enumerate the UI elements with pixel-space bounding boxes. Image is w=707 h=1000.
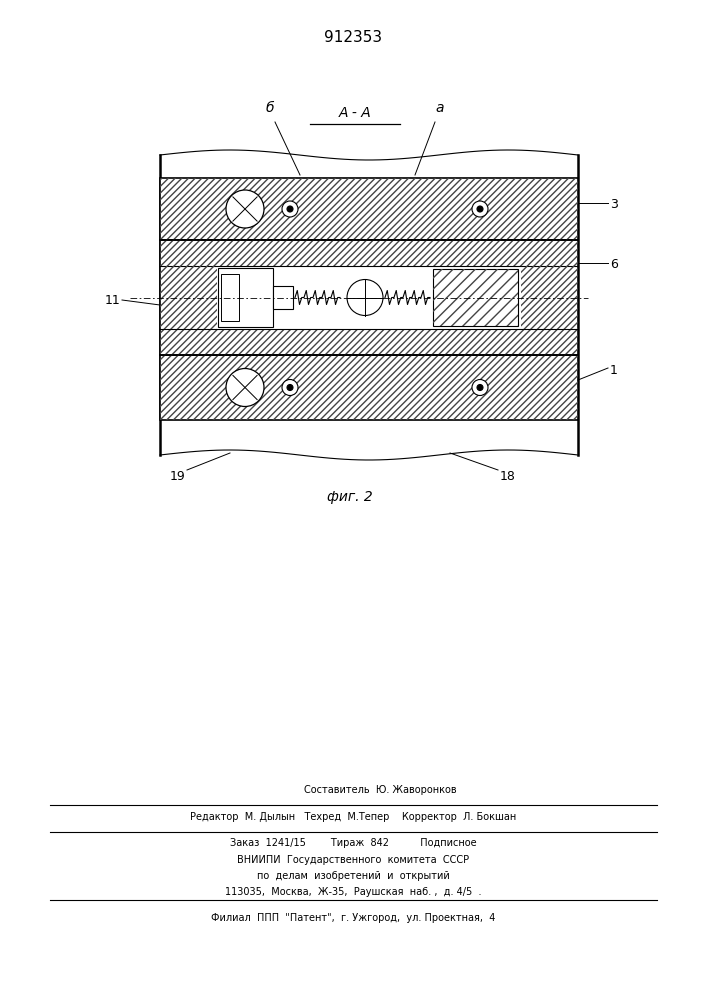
Circle shape	[472, 201, 488, 217]
Bar	[160, 178, 578, 240]
Text: 18: 18	[500, 470, 516, 483]
Text: Редактор  М. Дылын   Техред  М.Тепер    Корректор  Л. Бокшан: Редактор М. Дылын Техред М.Тепер Коррект…	[190, 812, 516, 822]
Text: по  делам  изобретений  и  открытий: по делам изобретений и открытий	[257, 871, 450, 881]
Text: 912353: 912353	[324, 30, 382, 45]
Bar	[160, 355, 578, 420]
Circle shape	[226, 368, 264, 406]
Bar	[162, 266, 217, 329]
Bar	[433, 269, 518, 326]
Bar	[162, 266, 576, 329]
Text: 1: 1	[610, 363, 618, 376]
Circle shape	[347, 279, 383, 316]
Text: 113035,  Москва,  Ж-35,  Раушская  наб. ,  д. 4/5  .: 113035, Москва, Ж-35, Раушская наб. , д.…	[225, 887, 481, 897]
Circle shape	[282, 201, 298, 217]
Circle shape	[282, 379, 298, 395]
Bar	[433, 269, 518, 326]
Circle shape	[226, 190, 264, 228]
Bar	[273, 286, 293, 309]
Text: Составитель  Ю. Жаворонков: Составитель Ю. Жаворонков	[304, 785, 456, 795]
Circle shape	[472, 379, 488, 395]
Text: А - А: А - А	[339, 106, 371, 120]
Bar	[160, 355, 578, 420]
Bar	[160, 240, 578, 355]
Text: 19: 19	[169, 470, 185, 483]
Circle shape	[222, 290, 238, 306]
Text: 6: 6	[610, 258, 618, 271]
Text: 11: 11	[104, 294, 120, 306]
Circle shape	[227, 294, 233, 300]
Text: ВНИИПИ  Государственного  комитета  СССР: ВНИИПИ Государственного комитета СССР	[237, 855, 469, 865]
Circle shape	[477, 206, 483, 212]
Bar	[521, 266, 576, 329]
Text: Заказ  1241/15        Тираж  842          Подписное: Заказ 1241/15 Тираж 842 Подписное	[230, 838, 477, 848]
Circle shape	[477, 384, 483, 390]
Bar	[160, 178, 578, 240]
Text: Филиал  ППП  "Патент",  г. Ужгород,  ул. Проектная,  4: Филиал ППП "Патент", г. Ужгород, ул. Про…	[211, 913, 495, 923]
Text: б: б	[266, 101, 274, 115]
Text: 3: 3	[610, 198, 618, 212]
Bar	[218, 268, 273, 327]
Text: а: а	[436, 101, 444, 115]
Bar	[221, 274, 239, 321]
Circle shape	[287, 384, 293, 390]
Circle shape	[287, 206, 293, 212]
Bar	[160, 240, 578, 355]
Text: фиг. 2: фиг. 2	[327, 490, 373, 504]
